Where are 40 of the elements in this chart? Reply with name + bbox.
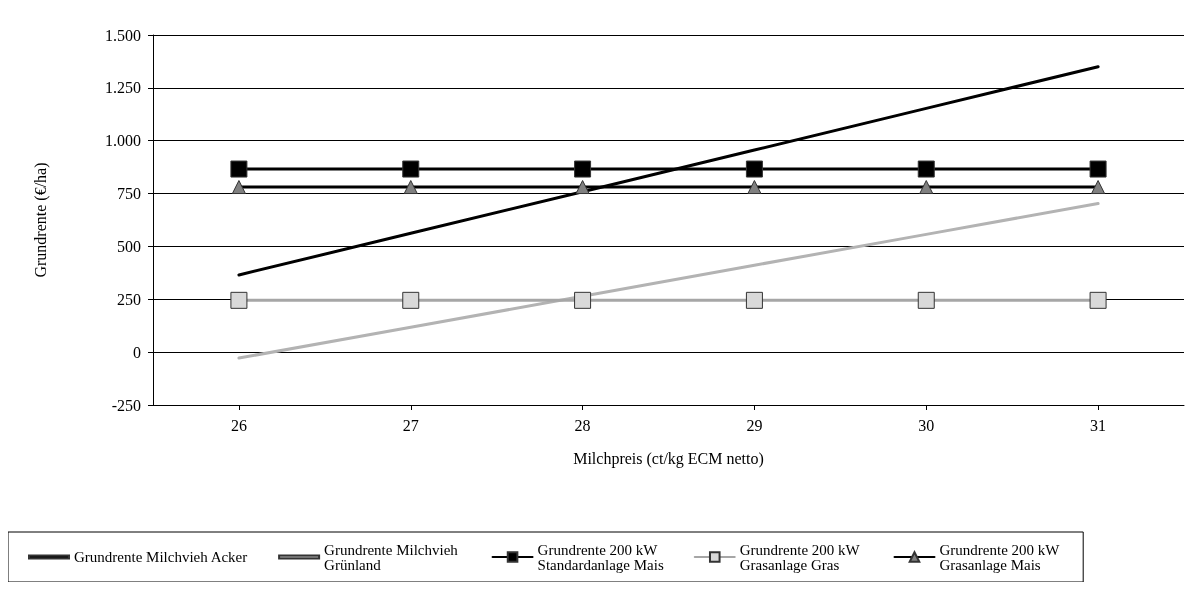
point xyxy=(747,180,762,195)
point xyxy=(402,160,420,178)
point xyxy=(230,291,248,309)
y-tick-label: -250 xyxy=(111,396,141,414)
point xyxy=(230,160,248,178)
point xyxy=(402,291,420,309)
legend-label: Grundrente 200 kW Grasanlage Gras xyxy=(739,541,864,573)
point xyxy=(574,160,592,178)
point xyxy=(574,291,592,309)
legend-label: Grundrente Milchvieh Acker xyxy=(74,549,248,565)
y-axis-title: Grundrente (€/ha) xyxy=(31,162,50,278)
legend-label: Grundrente 200 kW Standardanlage Mais xyxy=(537,541,664,573)
point xyxy=(1089,160,1107,178)
x-tick-label: 29 xyxy=(746,416,763,434)
y-tick-label: 750 xyxy=(117,185,141,203)
legend-label: Grundrente Milchvieh Grünland xyxy=(324,541,462,573)
x-tick-label: 31 xyxy=(1090,416,1107,434)
point xyxy=(575,180,590,195)
point xyxy=(745,160,763,178)
point xyxy=(1091,180,1106,195)
x-tick-label: 26 xyxy=(230,416,247,434)
x-tick-label: 27 xyxy=(402,416,419,434)
point xyxy=(917,291,935,309)
point xyxy=(231,180,246,195)
point xyxy=(919,180,934,195)
x-tick-label: 28 xyxy=(574,416,591,434)
y-tick-label: 250 xyxy=(117,290,141,308)
y-tick-label: 500 xyxy=(117,237,141,255)
point xyxy=(403,180,418,195)
point xyxy=(917,160,935,178)
y-tick-label: 0 xyxy=(133,343,141,361)
line-series xyxy=(237,202,1100,360)
point xyxy=(745,291,763,309)
y-tick-label: 1.250 xyxy=(105,79,141,97)
y-tick-label: 1.500 xyxy=(105,26,141,44)
point xyxy=(1089,291,1107,309)
y-tick-label: 1.000 xyxy=(105,132,141,150)
legend-label: Grundrente 200 kW Grasanlage Mais xyxy=(939,541,1063,573)
x-tick-label: 30 xyxy=(918,416,935,434)
x-axis-title: Milchpreis (ct/kg ECM netto) xyxy=(573,449,764,468)
